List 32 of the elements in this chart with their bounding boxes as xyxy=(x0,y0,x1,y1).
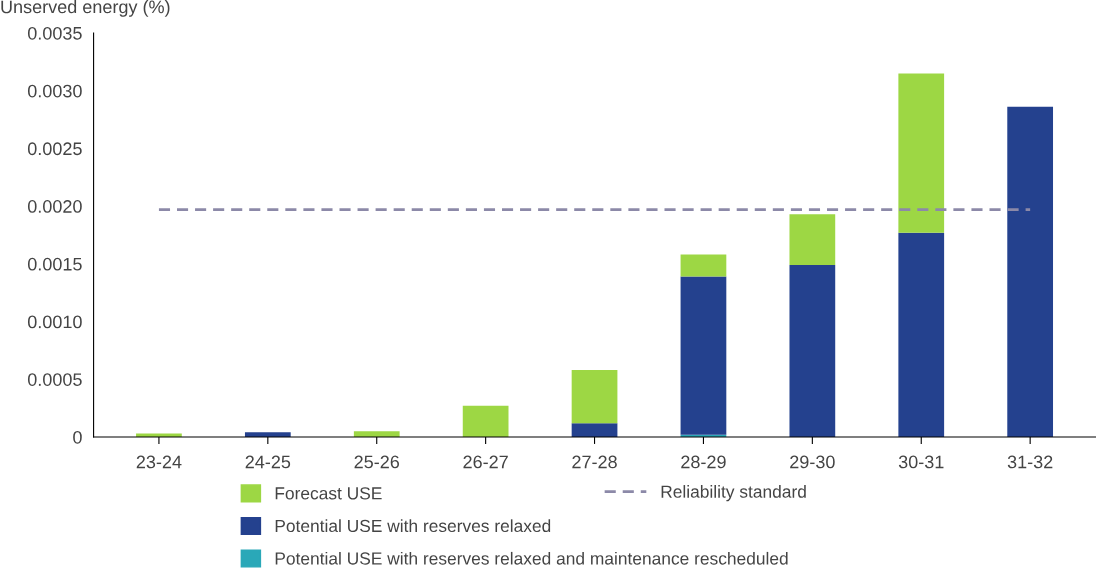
y-tick-label: 0.0005 xyxy=(27,373,82,386)
x-tick-label: 25-26 xyxy=(354,455,400,469)
bar xyxy=(571,423,618,437)
bar xyxy=(789,265,836,437)
bar xyxy=(789,214,836,266)
bar xyxy=(898,232,945,437)
y-tick-label: 0.0010 xyxy=(27,315,82,329)
x-tick-label: 24-25 xyxy=(245,455,291,469)
x-tick-label: 26-27 xyxy=(463,455,508,469)
x-tick-label: 29-30 xyxy=(790,455,835,469)
y-tick-label: 0.0025 xyxy=(27,142,82,156)
bar xyxy=(898,73,945,233)
bar xyxy=(680,254,727,277)
legend-label: Forecast USE xyxy=(275,487,382,500)
y-tick-label: 0.0015 xyxy=(27,257,82,271)
y-tick-label: 0.0035 xyxy=(27,26,82,40)
bar xyxy=(462,405,509,437)
legend-label: Reliability standard xyxy=(661,485,806,502)
x-tick-label: 30-31 xyxy=(898,455,944,469)
legend-label: Potential USE with reserves relaxed xyxy=(275,519,551,533)
x-tick-label: 31-32 xyxy=(1007,455,1053,469)
y-tick-label: 0.0030 xyxy=(27,84,82,98)
bar xyxy=(1007,106,1054,437)
legend-label: Potential USE with reserves relaxed and maintenance rescheduled xyxy=(275,551,788,565)
bar xyxy=(680,276,727,435)
y-tick-label: 0.0020 xyxy=(27,200,82,213)
y-tick-label: 0 xyxy=(73,430,82,444)
x-tick-label: 28-29 xyxy=(681,455,726,469)
x-tick-label: 23-24 xyxy=(136,455,182,469)
y-axis-title: Unserved energy (%) xyxy=(1,0,170,17)
x-tick-label: 27-28 xyxy=(572,455,617,469)
bar xyxy=(571,370,618,424)
